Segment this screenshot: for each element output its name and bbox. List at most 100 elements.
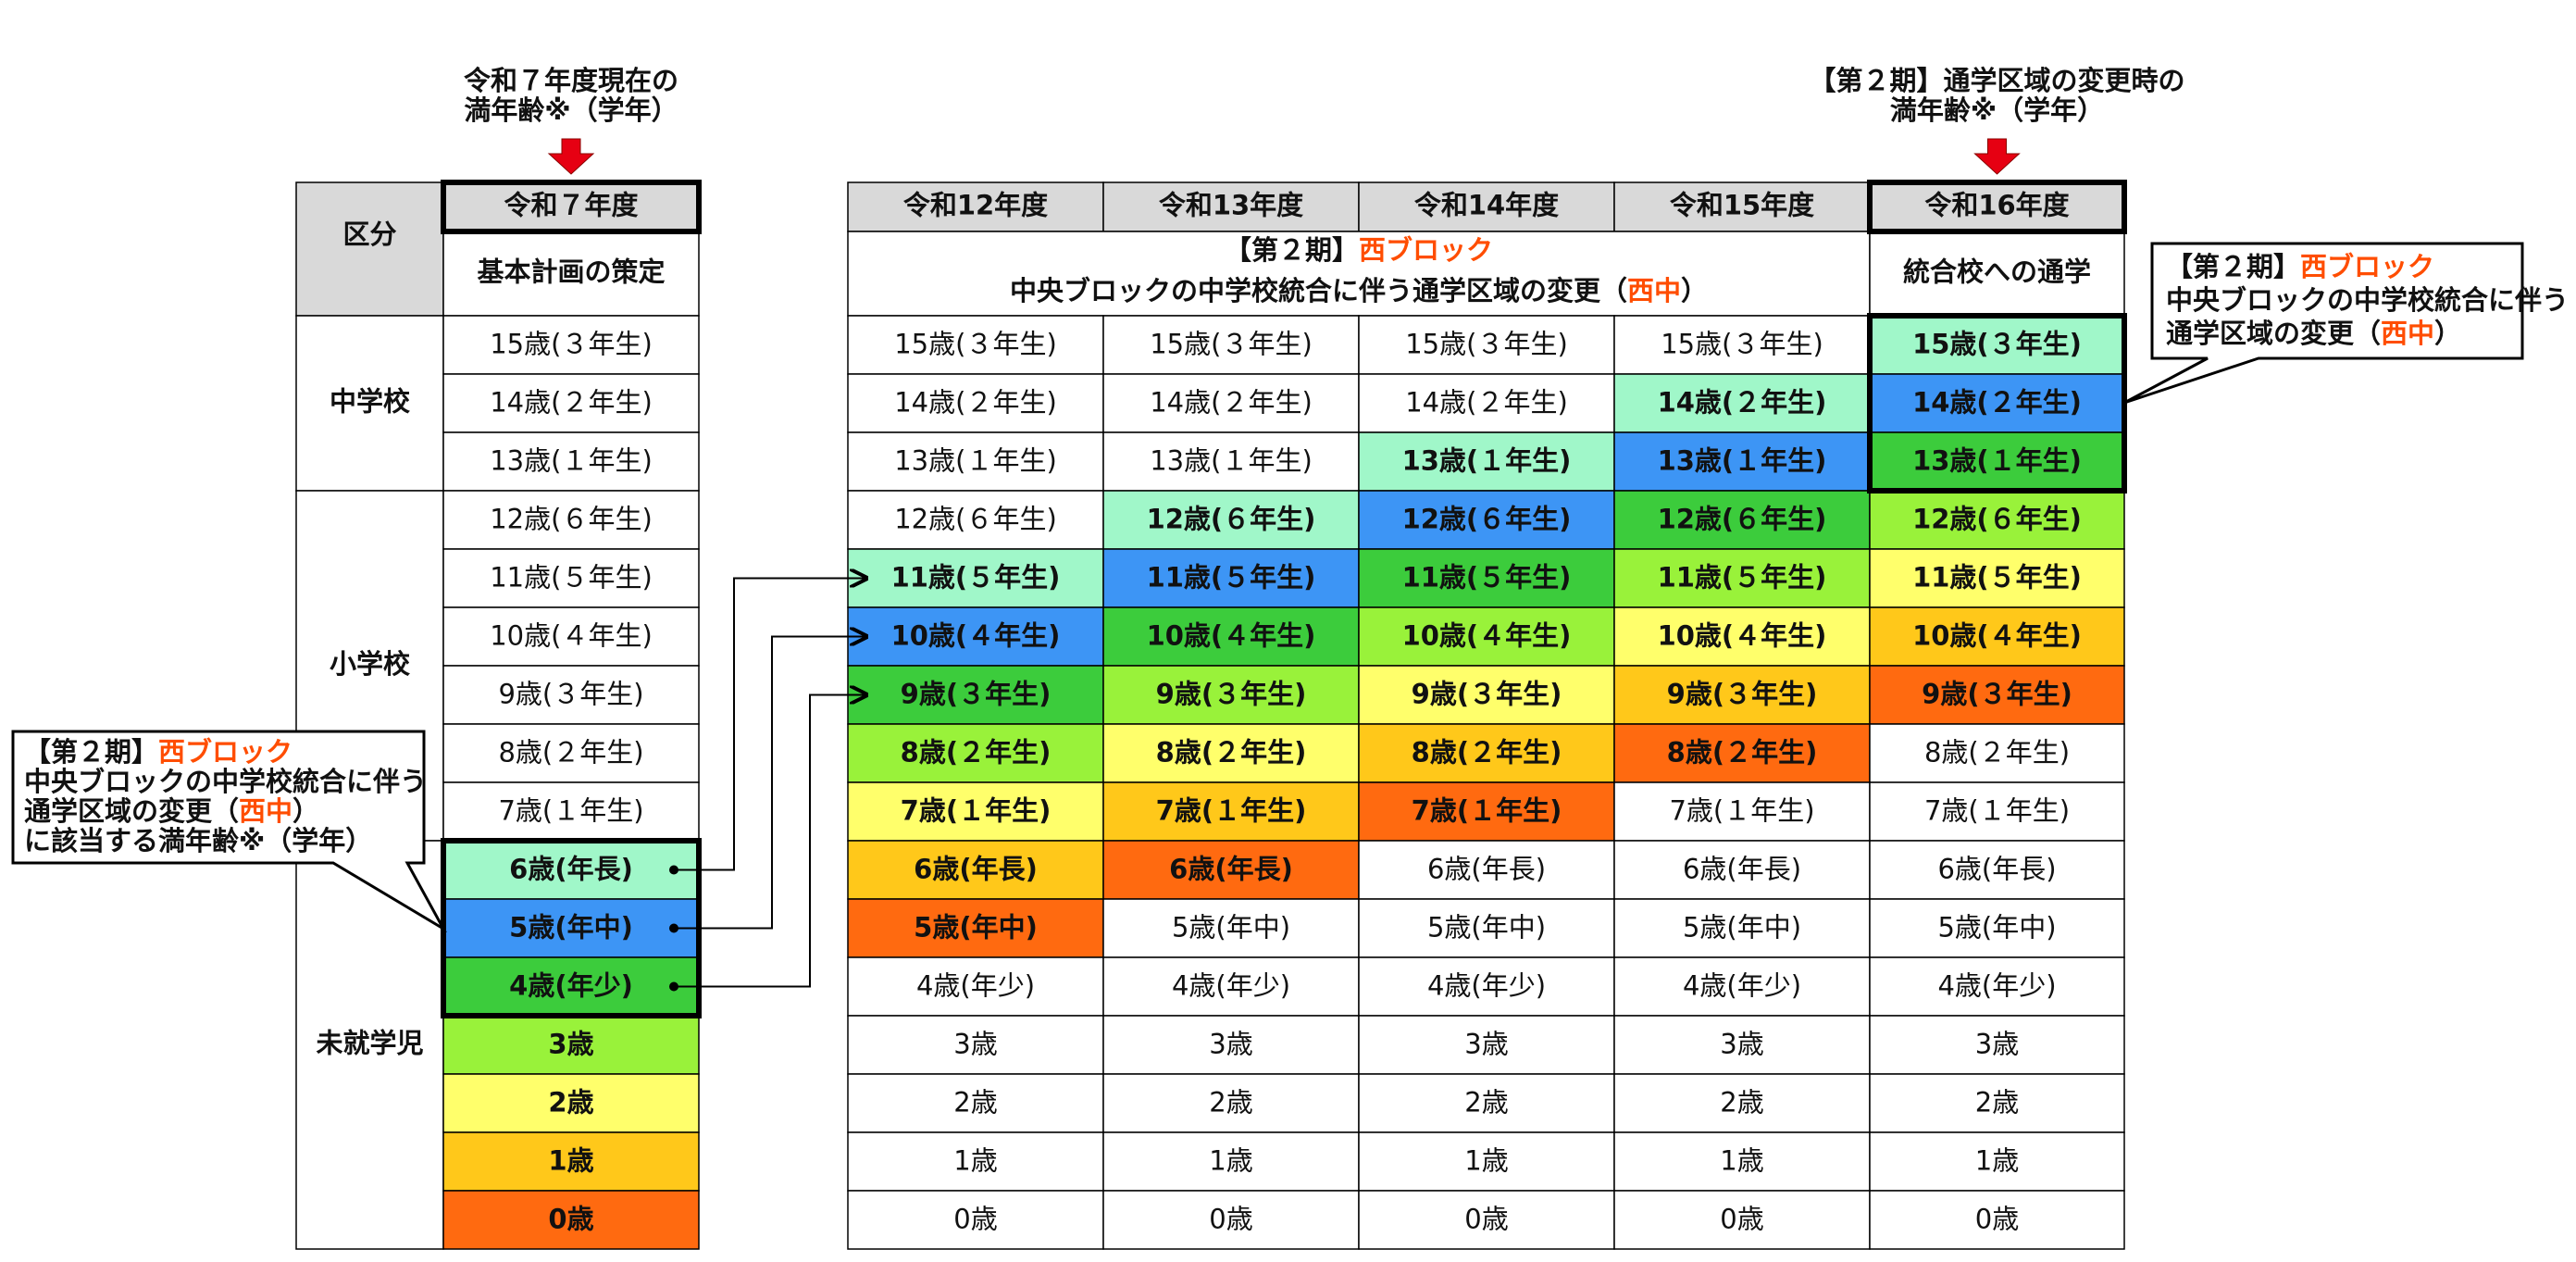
cell [1869,373,2125,433]
age-label: 11歳(５年生) [490,562,653,594]
age-label: 0歳 [1209,1204,1252,1235]
cell [1102,956,1360,1017]
cell [1613,781,1871,842]
age-label: 4歳(年少) [1683,970,1801,1002]
cell [847,373,1104,433]
age-label: 15歳(３年生) [490,329,653,360]
cell [442,1131,700,1192]
cell [1358,898,1615,958]
text-part: 西中 [1627,275,1681,306]
cell [1102,181,1360,232]
age-label: 11歳(５年生) [1658,562,1827,594]
text-part: 【第２期】 [24,736,158,768]
age-label: 3歳 [548,1029,593,1060]
age-label: 12歳(６年生) [490,504,653,535]
age-label: 13歳(１年生) [490,445,653,477]
age-label: 3歳 [1209,1029,1252,1060]
age-label: 8歳(２年生) [1412,737,1562,768]
age-label: 0歳 [1975,1204,2019,1235]
age-label: 3歳 [1975,1029,2019,1060]
age-label: 8歳(２年生) [498,737,643,768]
connector [674,579,866,871]
age-label: 1歳 [548,1145,593,1177]
cell [1869,1190,2125,1250]
age-label: 13歳(１年生) [894,445,1057,477]
cell [1102,898,1360,958]
text-part: 通学区域の変更（ [24,795,239,827]
cell [1613,1131,1871,1192]
cell [442,431,700,492]
age-label: 14歳(２年生) [1150,387,1313,419]
age-label: 14歳(２年生) [490,387,653,419]
text-part: 通学区域の変更（ [2166,318,2381,349]
cell [847,548,1104,608]
age-label: 12歳(６年生) [1147,504,1316,535]
cell [1358,431,1615,492]
text-part: 中央ブロックの中学校統合に伴う [24,766,427,797]
age-label: 3歳 [1720,1029,1763,1060]
cell [1358,373,1615,433]
age-label: 15歳(３年生) [1150,329,1313,360]
cell [1869,956,2125,1017]
rich-text: 中央ブロックの中学校統合に伴う通学区域の変更（西中） [1010,275,1708,306]
cell [1869,781,2125,842]
cell [847,1131,1104,1192]
age-label: 7歳(１年生) [1156,795,1307,827]
age-label: 5歳(年中) [1683,912,1801,943]
age-label: 1歳 [1975,1145,2019,1177]
cell [1613,548,1871,608]
text-part: 西中 [239,795,292,827]
rich-text: 通学区域の変更（西中） [24,795,319,827]
age-label: 13歳(１年生) [1658,445,1827,477]
age-label: 11歳(５年生) [1912,562,2082,594]
age-label: 13歳(１年生) [1912,445,2082,477]
year-header: 令和12年度 [903,190,1048,221]
age-label: 0歳 [1720,1204,1763,1235]
age-label: 13歳(１年生) [1150,445,1313,477]
age-label: 6歳(年長) [1427,854,1546,885]
age-label: 7歳(１年生) [1669,795,1814,827]
age-label: 7歳(１年生) [1924,795,2070,827]
text-part: 【第２期】 [1225,234,1359,266]
age-label: 4歳(年少) [1427,970,1546,1002]
age-label: 8歳(２年生) [1924,737,2070,768]
text-part: ） [2434,318,2461,349]
cell [442,1073,700,1133]
rich-text: 【第２期】西ブロック [2166,251,2434,282]
rich-text: 中央ブロックの中学校統合に伴う [2166,284,2569,316]
age-label: 4歳(年少) [1172,970,1290,1002]
age-label: 14歳(２年生) [1912,387,2082,419]
age-label: 10歳(４年生) [1658,620,1827,652]
cell [1358,606,1615,667]
text-part: 【第２期】 [2166,251,2300,282]
text-part: ） [292,795,319,827]
cell [1869,1015,2125,1075]
cell [295,315,444,492]
connector [674,637,866,930]
cell [1358,665,1615,725]
cell [1869,723,2125,783]
age-label: 4歳(年少) [509,970,633,1002]
age-label: 9歳(３年生) [1667,679,1818,710]
age-label: 5歳(年中) [509,912,633,943]
age-label: 2歳 [1975,1087,2019,1118]
red-arrow [547,138,595,175]
age-label: 2歳 [548,1087,593,1118]
age-label: 5歳(年中) [914,912,1038,943]
text-part: 西ブロック [1359,234,1493,266]
rich-text: 【第２期】西ブロック [24,736,292,768]
cell [847,231,1871,317]
group-label: 未就学児 [316,1028,423,1059]
highlight-frame [441,180,702,234]
cell [847,665,1104,725]
cell [1613,1190,1871,1250]
note: 満年齢※（学年） [1890,94,2104,126]
age-label: 12歳(６年生) [1912,504,2082,535]
cell [442,181,700,232]
age-label: 15歳(３年生) [894,329,1057,360]
age-label: 3歳 [953,1029,997,1060]
age-label: 2歳 [953,1087,997,1118]
cell [1613,315,1871,375]
cell [442,373,700,433]
year-header: 令和16年度 [1924,190,2069,221]
